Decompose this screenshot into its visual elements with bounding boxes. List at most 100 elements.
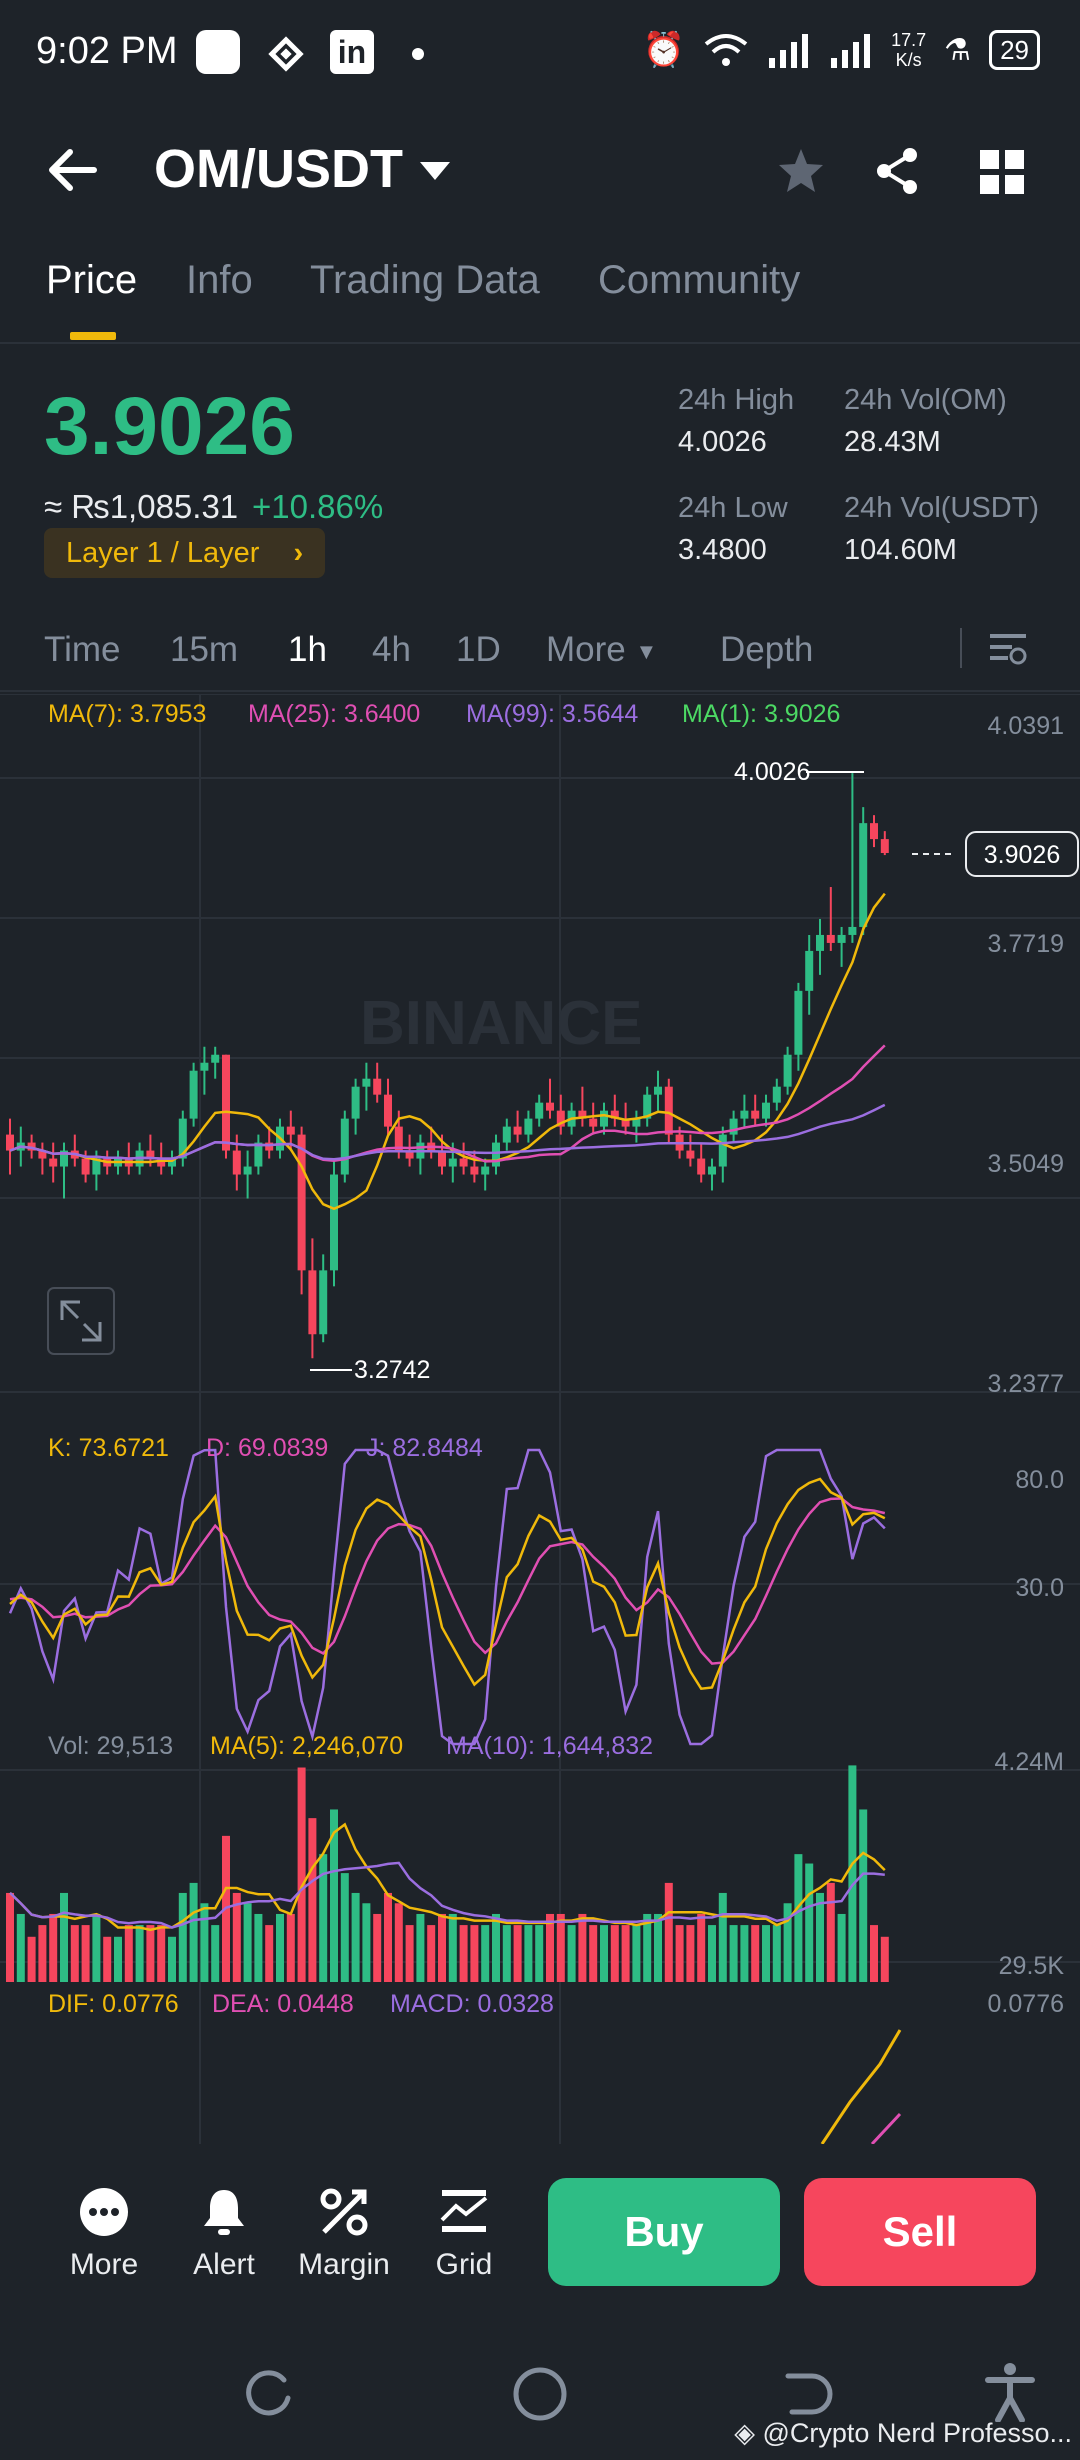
grid-menu-icon[interactable] bbox=[980, 150, 1024, 194]
candle-body bbox=[222, 1054, 230, 1151]
sell-button[interactable]: Sell bbox=[804, 2178, 1036, 2286]
last-price: 3.9026 bbox=[44, 381, 295, 472]
price-chart[interactable]: BINANCE MA(7): 3.7953 MA(25): 3.6400 MA(… bbox=[0, 694, 1080, 2144]
volume-bar bbox=[481, 1925, 490, 1982]
candle-body bbox=[697, 1158, 706, 1175]
grid-label: Grid bbox=[435, 2248, 493, 2281]
candle-body bbox=[211, 1054, 220, 1063]
price-axis-label: 4.0391 bbox=[988, 712, 1064, 740]
interval-1d[interactable]: 1D bbox=[456, 630, 501, 669]
candle-body bbox=[286, 1126, 295, 1135]
volume-bar bbox=[502, 1925, 511, 1982]
volume-bar bbox=[459, 1925, 468, 1982]
candle-body bbox=[394, 1126, 403, 1151]
volume-bar bbox=[762, 1925, 770, 1982]
recents-icon[interactable] bbox=[244, 2368, 296, 2420]
volume-bar bbox=[675, 1925, 684, 1982]
interval-depth[interactable]: Depth bbox=[720, 630, 814, 669]
tab-trading-data[interactable]: Trading Data bbox=[310, 258, 540, 302]
kdj-k-line bbox=[9, 1477, 886, 1691]
kdj-j-line bbox=[8, 1448, 886, 1746]
margin-button[interactable]: Margin bbox=[294, 2144, 394, 2282]
back-arrow-icon[interactable] bbox=[44, 140, 104, 200]
kdj-k-legend: K: 73.6721 bbox=[48, 1434, 169, 1462]
kdj-d-line bbox=[9, 1497, 886, 1665]
candle-body bbox=[6, 1134, 14, 1151]
accessibility-icon[interactable] bbox=[984, 2362, 1036, 2422]
candle-body bbox=[448, 1158, 457, 1167]
volume-bar bbox=[870, 1925, 878, 1982]
candle-body bbox=[492, 1142, 500, 1167]
tab-info[interactable]: Info bbox=[186, 258, 253, 302]
grid-button[interactable]: Grid bbox=[414, 2144, 514, 2282]
candle-body bbox=[362, 1078, 371, 1087]
volume-bar bbox=[535, 1925, 544, 1982]
volume-bar bbox=[103, 1936, 112, 1982]
candle-body bbox=[729, 1118, 738, 1135]
watermark-text: ◈ @Crypto Nerd Professo... bbox=[734, 2418, 1072, 2449]
current-price-tag-label: 3.9026 bbox=[984, 841, 1060, 869]
more-button[interactable]: More bbox=[54, 2144, 154, 2282]
candle-body bbox=[859, 823, 868, 927]
stat-high-label: 24h High bbox=[678, 384, 795, 416]
interval-more-label: More bbox=[546, 630, 626, 669]
volume-bar bbox=[157, 1925, 166, 1982]
volume-bar bbox=[38, 1925, 47, 1982]
volume-bar bbox=[384, 1892, 392, 1982]
volume-bar bbox=[135, 1925, 144, 1982]
volume-bar bbox=[546, 1913, 554, 1982]
candle-body bbox=[319, 1270, 328, 1335]
caret-down-icon[interactable] bbox=[418, 160, 452, 184]
candle-body bbox=[27, 1142, 36, 1151]
volume-bar bbox=[772, 1925, 781, 1982]
stat-low-label: 24h Low bbox=[678, 492, 788, 524]
interval-more[interactable]: More ▼ bbox=[546, 630, 657, 670]
ma99-legend: MA(99): 3.5644 bbox=[466, 700, 638, 728]
candle-body bbox=[265, 1142, 274, 1151]
candle-body bbox=[848, 926, 857, 935]
back-nav-icon[interactable] bbox=[782, 2368, 834, 2420]
volume-bar bbox=[405, 1925, 414, 1982]
candle-body bbox=[632, 1118, 641, 1127]
chart-settings-icon[interactable] bbox=[988, 628, 1028, 668]
volume-bar bbox=[427, 1925, 436, 1982]
star-icon[interactable] bbox=[776, 146, 826, 196]
net-speed-unit: K/s bbox=[895, 50, 922, 70]
volume-ma5-legend: MA(5): 2,246,070 bbox=[210, 1732, 403, 1760]
interval-time[interactable]: Time bbox=[44, 630, 121, 669]
candle-body bbox=[232, 1150, 241, 1175]
home-icon[interactable] bbox=[512, 2366, 568, 2422]
volume-bar bbox=[178, 1892, 187, 1982]
volume-bar bbox=[492, 1913, 500, 1982]
ma25-legend: MA(25): 3.6400 bbox=[248, 700, 420, 728]
candle-body bbox=[384, 1094, 392, 1127]
volume-bar bbox=[556, 1913, 565, 1982]
low-marker-label: 3.2742 bbox=[354, 1356, 430, 1384]
candle-body bbox=[178, 1118, 187, 1159]
candle-body bbox=[762, 1102, 770, 1119]
candle-body bbox=[297, 1134, 306, 1271]
tab-community[interactable]: Community bbox=[598, 258, 801, 302]
interval-1h[interactable]: 1h bbox=[288, 630, 327, 669]
interval-15m[interactable]: 15m bbox=[170, 630, 239, 669]
volume-bar bbox=[880, 1936, 889, 1982]
sector-badge[interactable]: Layer 1 / Layer › bbox=[44, 528, 326, 578]
candle-body bbox=[718, 1134, 727, 1167]
tab-price[interactable]: Price bbox=[46, 258, 138, 302]
volume-bar bbox=[297, 1767, 306, 1982]
fullscreen-icon[interactable] bbox=[47, 1287, 115, 1355]
volume-bar bbox=[686, 1925, 695, 1982]
stat-vol-base-value: 28.43M bbox=[844, 426, 941, 458]
buy-button[interactable]: Buy bbox=[548, 2178, 780, 2286]
moving-averages bbox=[9, 892, 886, 1211]
share-icon[interactable] bbox=[872, 146, 922, 196]
interval-4h[interactable]: 4h bbox=[372, 630, 411, 669]
alert-button[interactable]: Alert bbox=[174, 2144, 274, 2282]
volume-bar bbox=[567, 1925, 576, 1982]
macd-lines bbox=[820, 2029, 902, 2144]
macd-dea-legend: DEA: 0.0448 bbox=[212, 1990, 354, 2018]
candle-body bbox=[351, 1086, 360, 1119]
candle-body bbox=[664, 1086, 673, 1135]
volume-bar bbox=[308, 1818, 317, 1982]
pair-title[interactable]: OM/USDT bbox=[154, 139, 403, 199]
